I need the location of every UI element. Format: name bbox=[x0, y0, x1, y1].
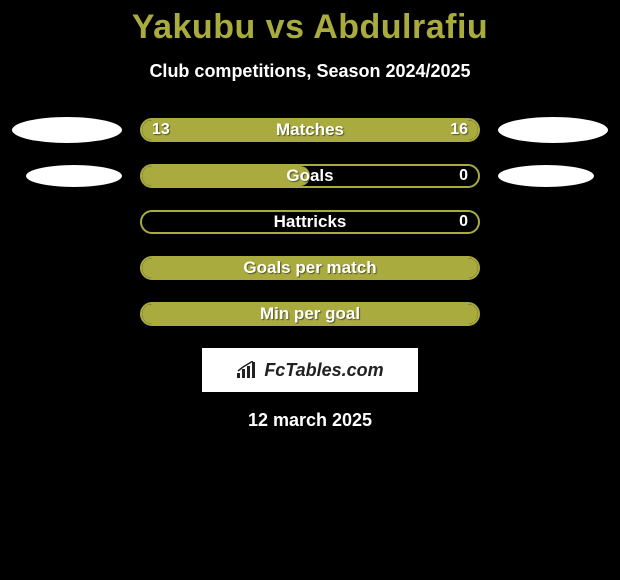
date-label: 12 march 2025 bbox=[0, 410, 620, 431]
bar-label: Min per goal bbox=[142, 304, 478, 324]
bar-track: Min per goal bbox=[140, 302, 480, 326]
bar-label: Goals per match bbox=[142, 258, 478, 278]
page-title: Yakubu vs Abdulrafiu bbox=[0, 0, 620, 47]
player-marker-right bbox=[498, 117, 608, 143]
chart-row: 0Hattricks bbox=[0, 210, 620, 234]
bar-label: Goals bbox=[142, 166, 478, 186]
chart-row: Goals per match bbox=[0, 256, 620, 280]
logo: FcTables.com bbox=[236, 360, 383, 381]
bar-track: Goals per match bbox=[140, 256, 480, 280]
bar-track: 0Hattricks bbox=[140, 210, 480, 234]
chart-icon bbox=[236, 361, 258, 379]
subtitle: Club competitions, Season 2024/2025 bbox=[0, 61, 620, 82]
player-marker-left bbox=[12, 117, 122, 143]
bar-label: Hattricks bbox=[142, 212, 478, 232]
player-marker-left bbox=[26, 165, 122, 187]
logo-box: FcTables.com bbox=[202, 348, 418, 392]
player-marker-right bbox=[498, 165, 594, 187]
logo-text: FcTables.com bbox=[264, 360, 383, 381]
chart-row: Min per goal bbox=[0, 302, 620, 326]
comparison-chart: 1316Matches 0Goals 0Hattricks Goals per mat… bbox=[0, 118, 620, 326]
chart-row: 0Goals bbox=[0, 164, 620, 188]
chart-row: 1316Matches bbox=[0, 118, 620, 142]
bar-label: Matches bbox=[142, 120, 478, 140]
bar-track: 0Goals bbox=[140, 164, 480, 188]
bar-track: 1316Matches bbox=[140, 118, 480, 142]
